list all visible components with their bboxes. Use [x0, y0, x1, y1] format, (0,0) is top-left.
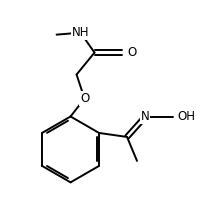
Text: NH: NH [71, 26, 89, 39]
Text: OH: OH [176, 110, 194, 124]
Text: N: N [140, 110, 149, 124]
Text: O: O [80, 92, 89, 105]
Text: O: O [127, 46, 136, 59]
